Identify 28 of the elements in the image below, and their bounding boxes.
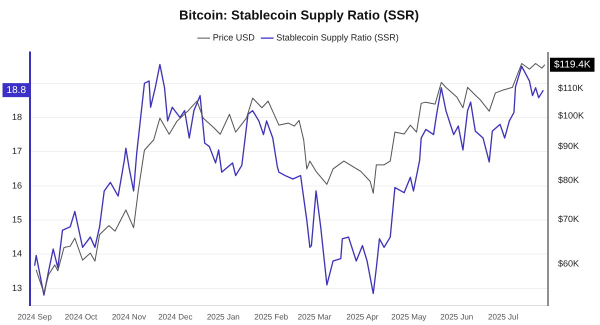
y2-tick-label: $60K: [558, 258, 580, 268]
x-tick-label: 2025 May: [391, 312, 426, 322]
x-tick-label: 2025 Jul: [488, 312, 518, 322]
y-tick-label: 13: [12, 282, 22, 293]
y-tick-label: 18: [12, 112, 22, 122]
y2-tick-label: $80K: [558, 175, 580, 186]
text: 18.8: [6, 84, 26, 96]
x-tick-label: 2025 Apr: [346, 312, 379, 322]
x-tick-label: 2025 Feb: [254, 312, 289, 322]
legend-label: Price USD: [212, 32, 256, 43]
x-tick-label: 2025 Mar: [298, 312, 332, 322]
y2-tick-label: $110K: [558, 82, 584, 93]
x-tick-label: 2024 Sep: [18, 312, 52, 322]
x-tick-label: 2024 Dec: [158, 312, 192, 322]
legend-label: Stablecoin Supply Ratio (SSR): [276, 32, 399, 43]
x-tick-label: 2024 Oct: [64, 312, 98, 322]
text: $119.4K: [554, 59, 591, 70]
y2-tick-label: $90K: [558, 141, 580, 152]
y-tick-label: 17: [12, 146, 22, 156]
y2-tick-label: $70K: [558, 214, 580, 224]
y-tick-label: 14: [12, 248, 22, 259]
x-tick-label: 2024 Nov: [112, 312, 146, 322]
chart-title: Bitcoin: Stablecoin Supply Ratio (SSR): [179, 7, 419, 22]
x-tick-label: 2025 Jun: [440, 312, 474, 322]
x-tick-label: 2025 Jan: [206, 312, 240, 322]
y2-tick-label: $100K: [558, 110, 584, 121]
y-tick-label: 15: [12, 214, 22, 224]
y-tick-label: 16: [12, 180, 22, 190]
